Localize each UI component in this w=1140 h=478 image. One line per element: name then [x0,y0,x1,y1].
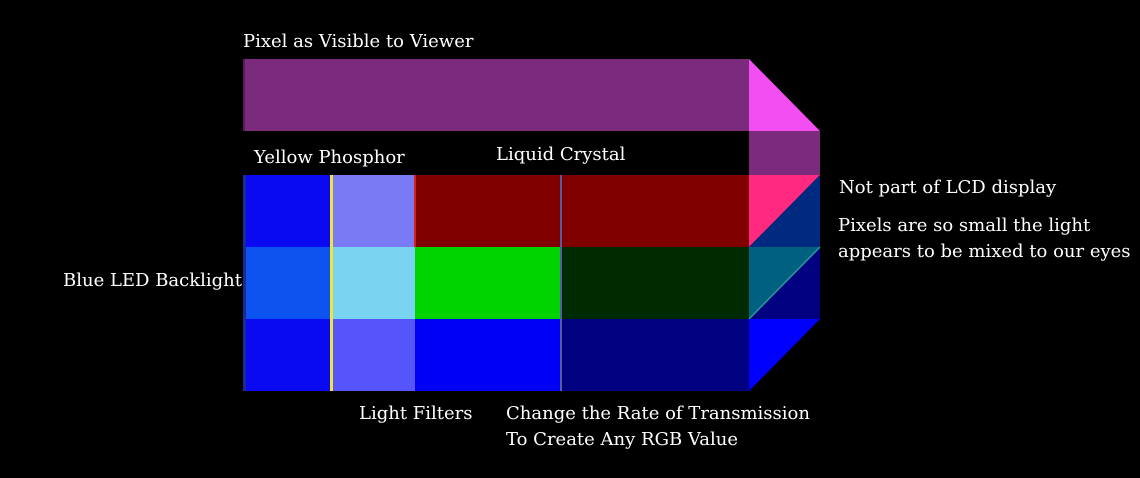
lc-divider [560,175,562,391]
led-bottom-cell [243,319,330,391]
filter-red-cell [333,175,415,247]
viewer-pixel-bevel [749,59,820,131]
side-diagonal-line [748,246,821,320]
label-not-part: Not part of LCD display [839,177,1057,198]
red-edge-line [414,175,416,247]
label-pixels-small-1: Pixels are so small the light [838,215,1091,236]
filtered-green-cell [415,247,561,319]
led-top-cell [243,175,330,247]
filter-blue-cell [333,319,415,391]
filtered-blue-cell [415,319,561,391]
label-pixels-small-2: appears to be mixed to our eyes [838,241,1131,262]
side-blue-bevel [749,319,820,391]
lc-blue-cell [561,319,749,391]
label-yellow-phosphor: Yellow Phosphor [254,147,405,168]
yellow-phosphor-line [330,175,333,391]
filter-green-cell [333,247,415,319]
led-mid-cell [243,247,330,319]
label-pixel-visible: Pixel as Visible to Viewer [243,31,474,52]
label-blue-led: Blue LED Backlight [63,270,243,291]
label-change-rate-2: To Create Any RGB Value [506,429,738,450]
label-change-rate-1: Change the Rate of Transmission [506,403,810,424]
side-navy-triangle [749,175,820,247]
viewer-pixel-edge [243,59,245,131]
viewer-pixel-bar [243,59,749,131]
lc-red-cell [561,175,749,247]
label-liquid-crystal: Liquid Crystal [496,144,626,165]
label-light-filters: Light Filters [359,403,473,424]
viewer-pixel-side [749,131,820,175]
led-left-edge [243,175,246,391]
lc-green-cell [561,247,749,319]
filtered-red-cell [415,175,561,247]
